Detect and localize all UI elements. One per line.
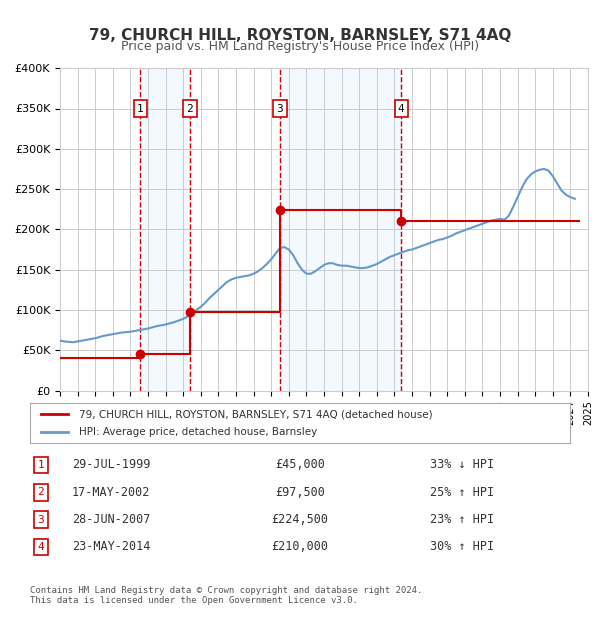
- Text: 4: 4: [37, 542, 44, 552]
- Text: 25% ↑ HPI: 25% ↑ HPI: [430, 486, 494, 498]
- Text: 23-MAY-2014: 23-MAY-2014: [72, 541, 150, 553]
- Text: 29-JUL-1999: 29-JUL-1999: [72, 459, 150, 471]
- Text: 79, CHURCH HILL, ROYSTON, BARNSLEY, S71 4AQ (detached house): 79, CHURCH HILL, ROYSTON, BARNSLEY, S71 …: [79, 409, 432, 419]
- Text: £97,500: £97,500: [275, 486, 325, 498]
- Text: £210,000: £210,000: [271, 541, 329, 553]
- Text: 3: 3: [37, 515, 44, 525]
- Bar: [140, 68, 190, 391]
- Text: 2: 2: [37, 487, 44, 497]
- Text: 4: 4: [398, 104, 404, 113]
- Text: £224,500: £224,500: [271, 513, 329, 526]
- Text: 79, CHURCH HILL, ROYSTON, BARNSLEY, S71 4AQ: 79, CHURCH HILL, ROYSTON, BARNSLEY, S71 …: [89, 28, 511, 43]
- Text: 1: 1: [137, 104, 144, 113]
- Text: 23% ↑ HPI: 23% ↑ HPI: [430, 513, 494, 526]
- Text: 33% ↓ HPI: 33% ↓ HPI: [430, 459, 494, 471]
- Text: 17-MAY-2002: 17-MAY-2002: [72, 486, 150, 498]
- Text: 30% ↑ HPI: 30% ↑ HPI: [430, 541, 494, 553]
- Text: 3: 3: [277, 104, 283, 113]
- Text: 28-JUN-2007: 28-JUN-2007: [72, 513, 150, 526]
- Text: HPI: Average price, detached house, Barnsley: HPI: Average price, detached house, Barn…: [79, 427, 317, 437]
- Text: 1: 1: [37, 460, 44, 470]
- Bar: [280, 68, 401, 391]
- Text: £45,000: £45,000: [275, 459, 325, 471]
- Text: Contains HM Land Registry data © Crown copyright and database right 2024.
This d: Contains HM Land Registry data © Crown c…: [30, 586, 422, 605]
- Text: Price paid vs. HM Land Registry's House Price Index (HPI): Price paid vs. HM Land Registry's House …: [121, 40, 479, 53]
- Text: 2: 2: [187, 104, 193, 113]
